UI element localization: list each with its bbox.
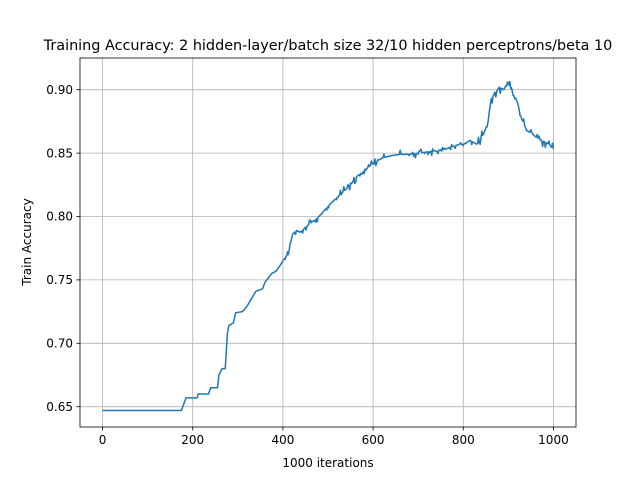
y-tick-label: 0.90: [46, 83, 73, 97]
x-tick-label: 1000: [538, 433, 569, 447]
y-tick-label: 0.85: [46, 146, 73, 160]
y-axis-label: Train Accuracy: [20, 198, 34, 286]
x-tick-label: 400: [271, 433, 294, 447]
x-tick-label: 800: [452, 433, 475, 447]
x-axis-label: 1000 iterations: [282, 456, 373, 470]
x-tick-label: 200: [181, 433, 204, 447]
plot-frame: [79, 57, 577, 428]
x-axis-ticks: 0 200 400 600 800 1000: [99, 427, 569, 447]
plot-series: [102, 80, 555, 412]
train-accuracy-line: [102, 80, 555, 412]
chart-title: Training Accuracy: 2 hidden-layer/batch …: [43, 38, 613, 54]
x-tick-label: 0: [99, 433, 107, 447]
y-tick-label: 0.70: [46, 337, 73, 351]
grid-lines: [80, 58, 576, 427]
y-tick-label: 0.80: [46, 210, 73, 224]
y-tick-label: 0.65: [46, 400, 73, 414]
x-tick-label: 600: [362, 433, 385, 447]
y-axis-ticks: 0.65 0.70 0.75 0.80 0.85 0.90: [46, 83, 80, 414]
y-tick-label: 0.75: [46, 273, 73, 287]
